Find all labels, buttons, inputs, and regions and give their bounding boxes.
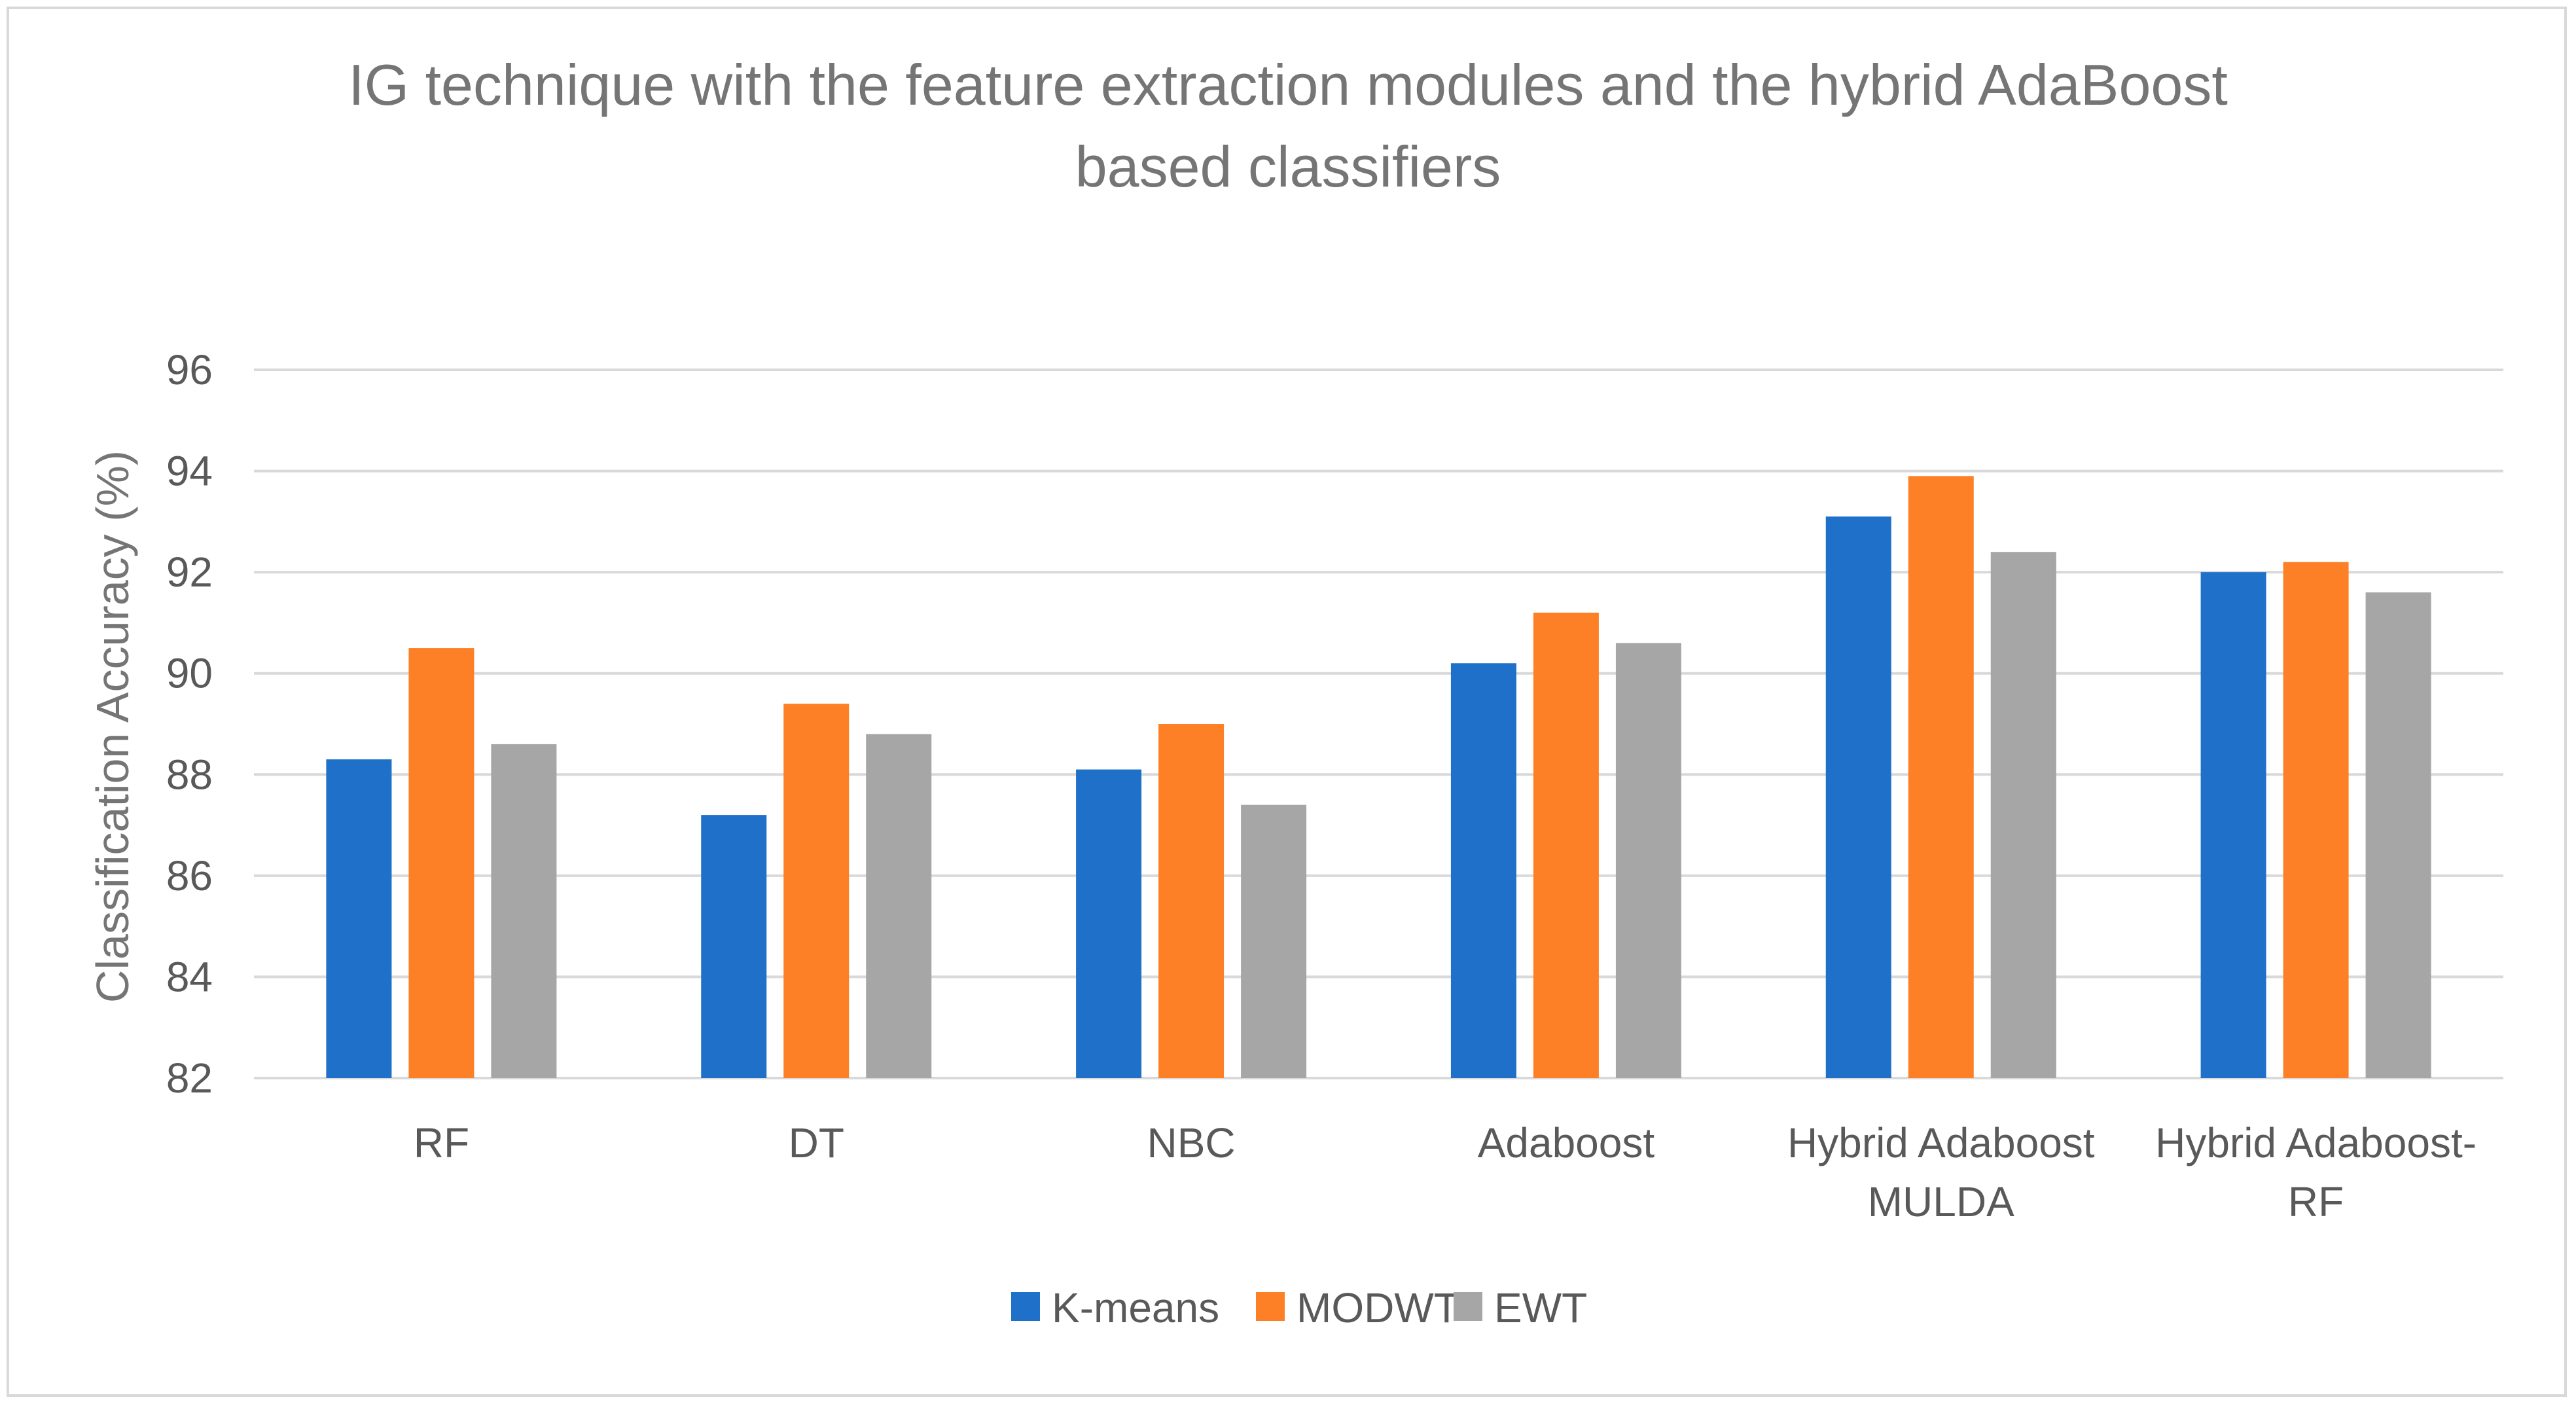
- bar-modwt: [1533, 612, 1599, 1078]
- gridlines: [254, 369, 2503, 1079]
- y-tick-label: 82: [166, 1054, 213, 1102]
- bar-k-means: [326, 759, 392, 1078]
- legend-swatch: [1011, 1292, 1040, 1321]
- bar-ewt: [1615, 643, 1681, 1078]
- bar-ewt: [1241, 804, 1307, 1078]
- bar-k-means: [1450, 663, 1516, 1078]
- y-axis-ticks: 82 84 86 88 90 92 94 96: [166, 346, 213, 1102]
- bar-modwt: [1908, 476, 1974, 1078]
- y-tick-label: 84: [166, 953, 213, 1000]
- bar-k-means: [701, 815, 767, 1078]
- y-tick-label: 92: [166, 549, 213, 596]
- bar-ewt: [491, 744, 557, 1078]
- chart-title-line: IG technique with the feature extraction…: [348, 52, 2228, 117]
- legend-label: K-means: [1052, 1284, 1219, 1331]
- x-category-label: Hybrid Adaboost-: [2155, 1119, 2477, 1166]
- legend: K-means MODWT EWT: [1011, 1284, 1587, 1331]
- legend-swatch: [1256, 1292, 1285, 1321]
- y-tick-label: 94: [166, 448, 213, 495]
- y-tick-label: 96: [166, 346, 213, 393]
- x-category-label: Hybrid Adaboost: [1787, 1119, 2095, 1166]
- bar-modwt: [1158, 724, 1225, 1078]
- x-category-label: RF: [2288, 1178, 2344, 1225]
- bar-ewt: [1990, 552, 2056, 1078]
- chart-title: IG technique with the feature extraction…: [348, 52, 2228, 199]
- legend-swatch: [1454, 1292, 1482, 1321]
- y-tick-label: 86: [166, 852, 213, 899]
- bar-modwt: [783, 704, 850, 1078]
- y-axis-title: Classification Accuracy (%): [87, 450, 138, 1003]
- x-category-label: NBC: [1147, 1119, 1236, 1166]
- x-category-label: MULDA: [1868, 1178, 2014, 1225]
- bar-ewt: [866, 734, 932, 1078]
- bar-k-means: [1825, 516, 1891, 1078]
- x-axis-categories: RF DT NBC Adaboost Hybrid Adaboost MULDA Hybri…: [414, 1119, 2477, 1225]
- y-tick-label: 88: [166, 751, 213, 798]
- y-tick-label: 90: [166, 650, 213, 697]
- bar-k-means: [1076, 769, 1142, 1078]
- bar-k-means: [2200, 572, 2266, 1078]
- bar-modwt: [408, 648, 474, 1078]
- bar-ewt: [2365, 592, 2431, 1078]
- chart-title-line: based classifiers: [1075, 134, 1501, 199]
- bar-modwt: [2283, 562, 2349, 1078]
- x-category-label: Adaboost: [1478, 1119, 1655, 1166]
- legend-label: EWT: [1494, 1284, 1587, 1331]
- x-category-label: DT: [789, 1119, 844, 1166]
- bars: [326, 476, 2431, 1078]
- x-category-label: RF: [414, 1119, 469, 1166]
- legend-label: MODWT: [1297, 1284, 1459, 1331]
